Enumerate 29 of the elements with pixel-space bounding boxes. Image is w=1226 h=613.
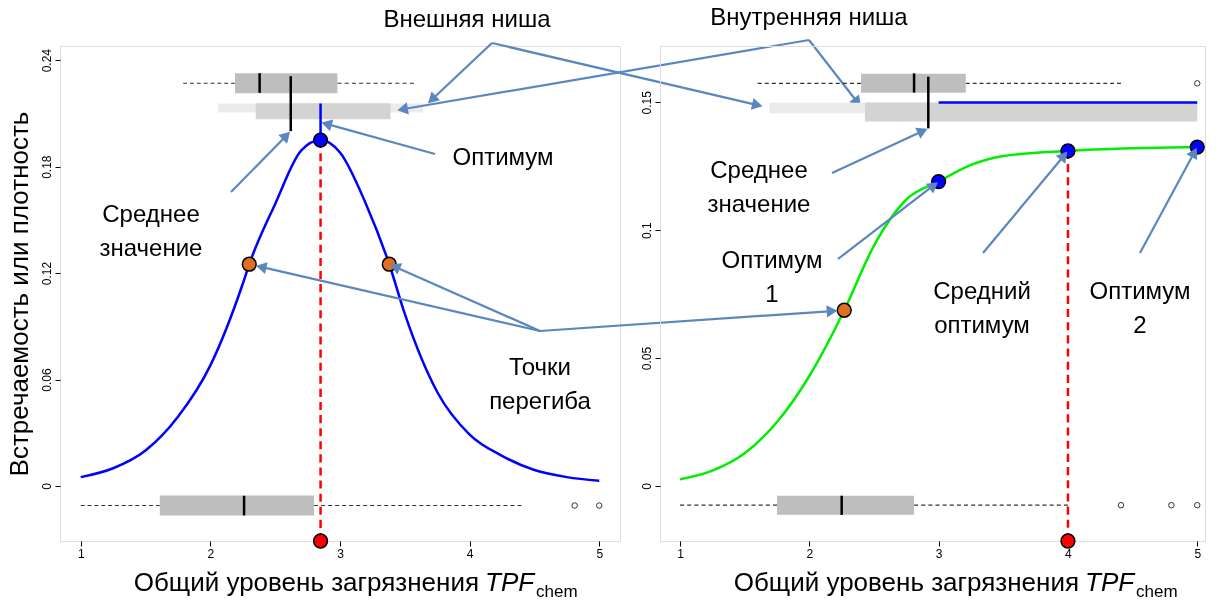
y-tick-label: 0.24 [39, 48, 54, 73]
x-tick-label: 4 [466, 546, 474, 561]
annotation: Оптимум 1 [721, 246, 823, 307]
annotation: Оптимум [452, 143, 554, 170]
text: Внешняя ниша [383, 5, 552, 32]
annotation: Точки перегиба [489, 353, 592, 414]
y-tick-label: 0.12 [39, 261, 54, 286]
y-tick-label: 0.1 [639, 222, 654, 240]
x-tick-label: 2 [806, 546, 814, 561]
x-tick-label: 5 [596, 546, 604, 561]
x-tick-label: 4 [1065, 546, 1073, 561]
y-tick-label: 0.05 [639, 346, 654, 371]
annotation: Оптимум 2 [1089, 277, 1191, 338]
x-tick-label: 5 [1194, 546, 1202, 561]
annotation: Среднее значение [707, 156, 811, 217]
x-tick-label: 2 [207, 546, 215, 561]
y-axis-title: Встречаемость или плотность [3, 111, 34, 477]
x-tick-label: 1 [677, 546, 685, 561]
x-tick-label: 3 [337, 546, 345, 561]
y-tick-label: 0.18 [39, 155, 54, 179]
annotation: Среднее значение [99, 200, 203, 261]
text: Внутренняя ниша [710, 3, 909, 30]
y-tick-label: 0.06 [39, 368, 54, 392]
y-tick-label: 0 [39, 482, 54, 490]
x-tick-label: 1 [77, 546, 85, 561]
y-tick-label: 0.15 [639, 90, 654, 115]
y-tick-label: 0 [639, 482, 654, 490]
annotation: Средний оптимум [933, 277, 1031, 338]
x-tick-label: 3 [935, 546, 943, 561]
